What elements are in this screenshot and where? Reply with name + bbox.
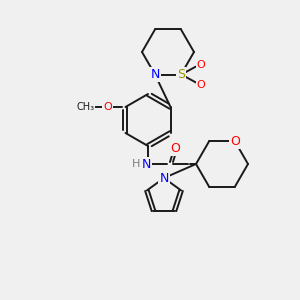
Text: O: O (103, 102, 112, 112)
Text: O: O (170, 142, 180, 154)
Text: N: N (159, 172, 169, 184)
Text: CH₃: CH₃ (76, 102, 94, 112)
Text: S: S (177, 68, 185, 81)
Text: H: H (132, 159, 140, 169)
Text: O: O (196, 59, 206, 70)
Text: N: N (150, 68, 160, 81)
Text: O: O (196, 80, 206, 89)
Text: N: N (141, 158, 151, 170)
Text: O: O (230, 135, 240, 148)
